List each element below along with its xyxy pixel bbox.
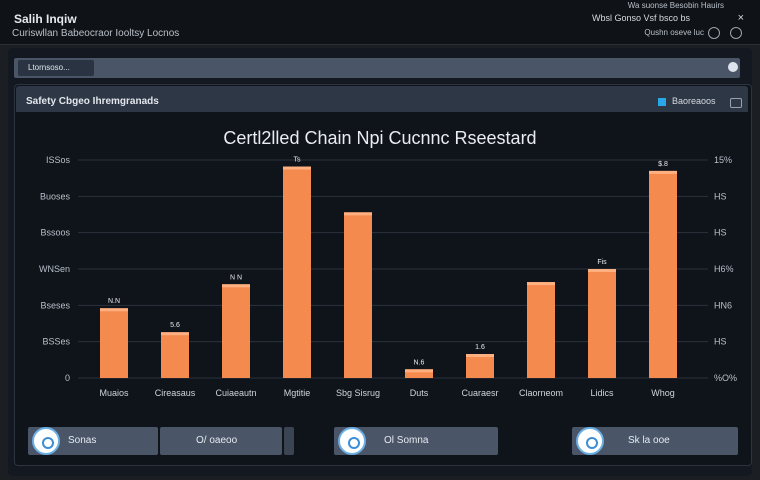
category-label: Duts bbox=[410, 388, 429, 398]
app-subtitle: Curiswllan Babeocraor Iooltsy Locnos bbox=[12, 28, 180, 39]
footer-button-2[interactable]: O/ oaeoo bbox=[160, 427, 282, 455]
y-left-tick-label: Bssoos bbox=[40, 228, 70, 238]
data-label: Fis bbox=[597, 259, 607, 266]
app-title: Salih Inqiw bbox=[14, 12, 77, 26]
tab-active[interactable]: Ltornsoso... bbox=[18, 60, 94, 76]
y-left-tick-label: BSSes bbox=[42, 337, 70, 347]
panel-title: Safety Cbgeo Ihremgranads bbox=[26, 96, 159, 107]
data-label: 1.6 bbox=[475, 344, 485, 351]
top-right-status: Qushn oseve luc bbox=[644, 28, 704, 37]
top-right-info: Wa suonse Besobin Hauirs bbox=[627, 1, 724, 10]
footer-divider bbox=[284, 427, 294, 455]
bar[interactable] bbox=[527, 282, 555, 378]
footer-button-1-label: Sonas bbox=[68, 435, 97, 446]
bar-cap bbox=[649, 170, 677, 174]
panel-header bbox=[16, 86, 748, 112]
y-right-tick-label: HS bbox=[714, 191, 727, 201]
chart-title: Certl2lled Chain Npi Cucnnc Rseestard bbox=[223, 128, 537, 148]
data-label: N N bbox=[230, 274, 242, 281]
bar-cap bbox=[161, 332, 189, 336]
document-icon bbox=[576, 427, 604, 455]
bar-cap bbox=[222, 284, 250, 288]
bar[interactable] bbox=[405, 369, 433, 378]
y-left-tick-label: Bseses bbox=[40, 300, 70, 310]
y-right-tick-label: %O% bbox=[714, 373, 737, 383]
tab-strip bbox=[14, 58, 740, 78]
bar-cap bbox=[344, 212, 372, 216]
category-label: Sbg Sisrug bbox=[336, 388, 380, 398]
gear-icon bbox=[338, 427, 366, 455]
bar-cap bbox=[100, 308, 128, 312]
footer-button-3-label: Ol Somna bbox=[384, 435, 429, 446]
chart-panel bbox=[14, 84, 752, 466]
data-label: 5.6 bbox=[170, 322, 180, 329]
y-left-tick-label: Buoses bbox=[40, 191, 71, 201]
top-right-menu[interactable]: Wbsl Gonso Vsf bsco bs bbox=[591, 13, 690, 23]
category-label: Whog bbox=[651, 388, 675, 398]
bar[interactable] bbox=[283, 166, 311, 378]
close-icon[interactable]: × bbox=[737, 12, 744, 24]
legend-label: Baoreaoos bbox=[672, 96, 716, 106]
bar[interactable] bbox=[222, 284, 250, 378]
data-label: Ts bbox=[294, 157, 302, 164]
y-right-tick-label: 15% bbox=[714, 155, 732, 165]
y-right-tick-label: HN6 bbox=[714, 300, 732, 310]
y-left-tick-label: ISSos bbox=[46, 155, 71, 165]
category-label: Claorneom bbox=[519, 388, 563, 398]
category-label: Lidics bbox=[590, 388, 614, 398]
bar[interactable] bbox=[161, 332, 189, 378]
bar[interactable] bbox=[100, 308, 128, 378]
data-label: N.6 bbox=[414, 359, 425, 366]
footer-button-4[interactable]: Sk la ooe bbox=[572, 427, 738, 455]
bar-cap bbox=[405, 369, 433, 373]
y-right-tick-label: HS bbox=[714, 228, 727, 238]
bar-cap bbox=[283, 166, 311, 170]
footer-button-3[interactable]: Ol Somna bbox=[334, 427, 498, 455]
bar-cap bbox=[466, 354, 494, 358]
bar-cap bbox=[527, 282, 555, 286]
expand-icon[interactable] bbox=[730, 98, 742, 108]
category-label: Mgtitie bbox=[284, 388, 311, 398]
settings-icon[interactable] bbox=[708, 27, 720, 39]
y-right-tick-label: HS bbox=[714, 337, 727, 347]
category-label: Cuiaeautn bbox=[215, 388, 256, 398]
bar[interactable] bbox=[649, 170, 677, 378]
bar-cap bbox=[588, 269, 616, 272]
y-left-tick-label: 0 bbox=[65, 373, 70, 383]
footer-button-2-label: O/ oaeoo bbox=[196, 435, 238, 446]
help-icon[interactable] bbox=[730, 27, 742, 39]
category-label: Muaios bbox=[99, 388, 129, 398]
category-label: Cuaraesr bbox=[461, 388, 498, 398]
data-label: $.8 bbox=[658, 161, 668, 168]
bar[interactable] bbox=[466, 354, 494, 378]
refresh-icon[interactable] bbox=[728, 62, 738, 72]
footer-button-1[interactable]: Sonas bbox=[28, 427, 158, 455]
bar[interactable] bbox=[344, 212, 372, 378]
footer-button-4-label: Sk la ooe bbox=[628, 435, 670, 446]
y-left-tick-label: WNSen bbox=[39, 264, 70, 274]
data-label: N.N bbox=[108, 298, 120, 305]
shield-icon bbox=[32, 427, 60, 455]
bar[interactable] bbox=[588, 269, 616, 378]
y-right-tick-label: H6% bbox=[714, 264, 734, 274]
category-label: Cireasaus bbox=[155, 388, 196, 398]
legend-swatch bbox=[658, 98, 666, 106]
title-bar bbox=[0, 0, 760, 45]
bar-chart: 0 BSSes Bseses WNSen Bssoos Buoses ISSos %O% HS… bbox=[39, 155, 737, 398]
